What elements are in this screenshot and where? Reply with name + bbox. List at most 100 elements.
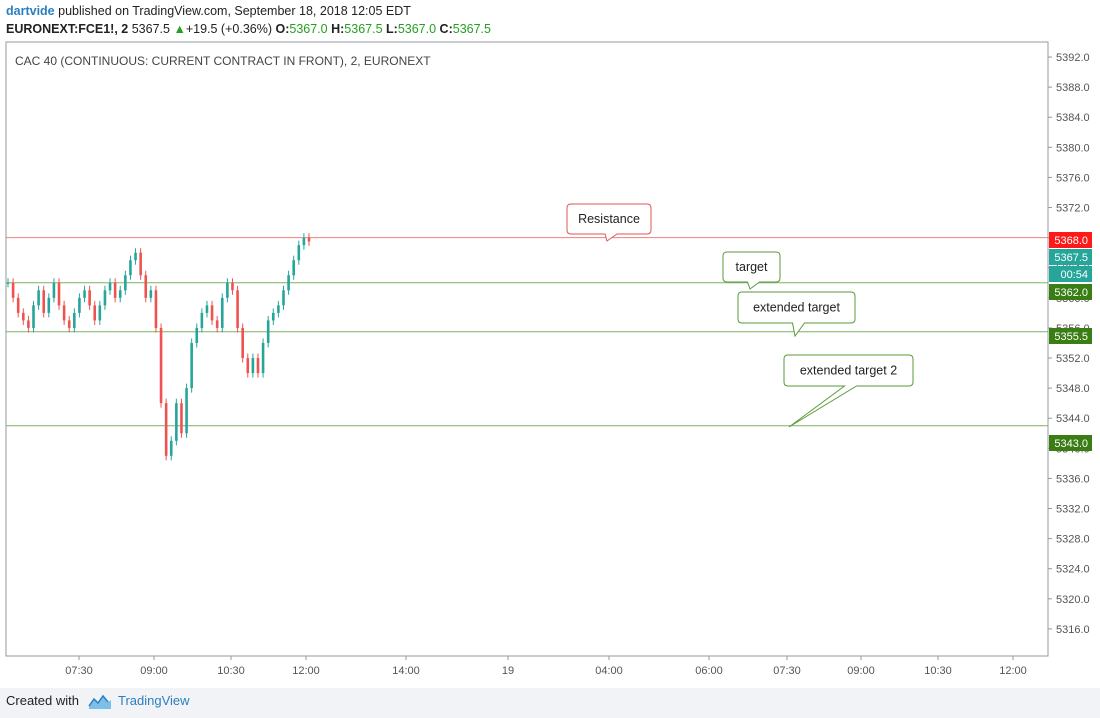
price-tick-label: 5376.0: [1056, 172, 1090, 184]
candle-body: [210, 305, 214, 321]
callout-text-target: target: [736, 260, 768, 274]
last-price: 5367.5: [131, 22, 170, 36]
price-label-text: 5343.0: [1054, 438, 1088, 450]
time-tick-label: 09:00: [847, 665, 875, 677]
author-link[interactable]: dartvide: [6, 4, 55, 18]
candle-body: [175, 403, 178, 441]
price-label-box: [1049, 284, 1092, 300]
price-labels: 5368.0 5367.5 00:54 5362.0 5355.5 5343.0: [1049, 232, 1092, 451]
high-value: 5367.5: [344, 22, 383, 36]
candle-body: [108, 282, 112, 291]
close-label: C:: [439, 22, 453, 36]
candle-body: [83, 290, 86, 298]
candle-body: [37, 290, 40, 306]
candle-body: [27, 320, 30, 328]
price-label-text: 5355.5: [1054, 331, 1088, 343]
price-tick-label: 5316.0: [1056, 624, 1090, 636]
candle-body: [154, 290, 158, 328]
candle-body: [118, 290, 122, 298]
time-tick-label: 04:00: [595, 665, 623, 677]
candle-body: [134, 252, 137, 261]
candle-body: [277, 305, 280, 313]
candle-body: [42, 290, 46, 313]
candle-body: [241, 327, 244, 359]
callouts: Resistance target extended target extended …: [566, 203, 914, 428]
candle-body: [226, 282, 229, 298]
candle-body: [67, 320, 71, 328]
candle-body: [302, 237, 306, 246]
price-label-box: [1049, 266, 1092, 282]
price-label-box: [1049, 232, 1092, 248]
time-tick-label: 12:00: [999, 665, 1027, 677]
time-tick-label: 19: [502, 665, 514, 677]
price-tick-label: 5348.0: [1056, 383, 1090, 395]
plot-border: [5, 41, 1049, 657]
price-label-box: [1049, 328, 1092, 344]
candle-body: [93, 305, 97, 321]
candle-body: [292, 260, 295, 276]
candle-body: [52, 282, 56, 298]
tradingview-link[interactable]: TradingView: [118, 693, 190, 708]
candle-body: [88, 290, 91, 306]
candle-body: [266, 320, 270, 343]
time-tick-label: 07:30: [773, 665, 801, 677]
time-tick-label: 10:30: [217, 665, 245, 677]
publish-line: dartvide published on TradingView.com, S…: [6, 4, 411, 18]
horizontal-lines: [6, 237, 1048, 427]
price-label-text: 5368.0: [1054, 235, 1088, 247]
candle-body: [129, 260, 132, 276]
candle-body: [220, 297, 224, 328]
open-label: O:: [275, 22, 290, 36]
candle-body: [78, 297, 81, 313]
candle-body: [205, 305, 209, 313]
candle-body: [251, 358, 255, 374]
candle-body: [246, 358, 250, 374]
candle-body: [271, 312, 275, 321]
candle-body: [103, 290, 107, 306]
price-label-box: [1049, 249, 1092, 265]
callout-text-resistance: Resistance: [578, 212, 640, 226]
price-tick-label: 5324.0: [1056, 564, 1090, 576]
callout-extended-target: [737, 291, 856, 338]
price-label-text: 5367.5: [1054, 252, 1088, 264]
price-label-text: 5362.0: [1054, 287, 1088, 299]
time-tick-label: 14:00: [392, 665, 420, 677]
candle-body: [307, 237, 311, 242]
candle-body: [169, 440, 173, 456]
symbol-name[interactable]: EURONEXT:FCE1!, 2: [6, 22, 129, 36]
candle-body: [200, 312, 204, 328]
candles: [6, 233, 311, 461]
candle-body: [185, 388, 188, 434]
candle-body: [149, 290, 153, 298]
low-label: L:: [386, 22, 398, 36]
callout-extended-target-2: [783, 354, 914, 428]
price-label-box: [1049, 435, 1092, 451]
price-tick-label: 5384.0: [1056, 112, 1090, 124]
price-change: +19.5 (+0.36%): [185, 22, 272, 36]
candle-body: [6, 282, 10, 284]
candle-body: [98, 305, 102, 321]
candle-body: [144, 275, 148, 298]
high-label: H:: [331, 22, 345, 36]
time-tick-label: 12:00: [292, 665, 320, 677]
candle-body: [139, 252, 142, 276]
candle-body: [47, 297, 51, 313]
price-label-text: 00:54: [1060, 269, 1088, 281]
chart-area[interactable]: CAC 40 (CONTINUOUS: CURRENT CONTRACT IN …: [0, 0, 1100, 688]
candle-body: [32, 305, 35, 328]
candle-body: [231, 282, 234, 291]
price-tick-label: 5332.0: [1056, 504, 1090, 516]
callout-target: [722, 251, 781, 290]
candle-body: [215, 320, 219, 328]
candle-body: [164, 403, 168, 456]
callout-resistance: [566, 203, 652, 242]
price-tick-label: 5328.0: [1056, 534, 1090, 546]
price-tick-label: 5372.0: [1056, 203, 1090, 215]
callout-text-extended-target-2: extended target 2: [800, 364, 897, 378]
callout-text-extended-target: extended target: [753, 301, 840, 315]
open-value: 5367.0: [289, 22, 328, 36]
candle-body: [57, 282, 61, 306]
price-tick-label: 5344.0: [1056, 413, 1090, 425]
symbol-line: EURONEXT:FCE1!, 2 5367.5 ▲+19.5 (+0.36%)…: [6, 22, 491, 36]
time-axis: 07:30 09:00 10:30 12:00 14:00 19 04:00 06:00 07:…: [65, 656, 1027, 677]
